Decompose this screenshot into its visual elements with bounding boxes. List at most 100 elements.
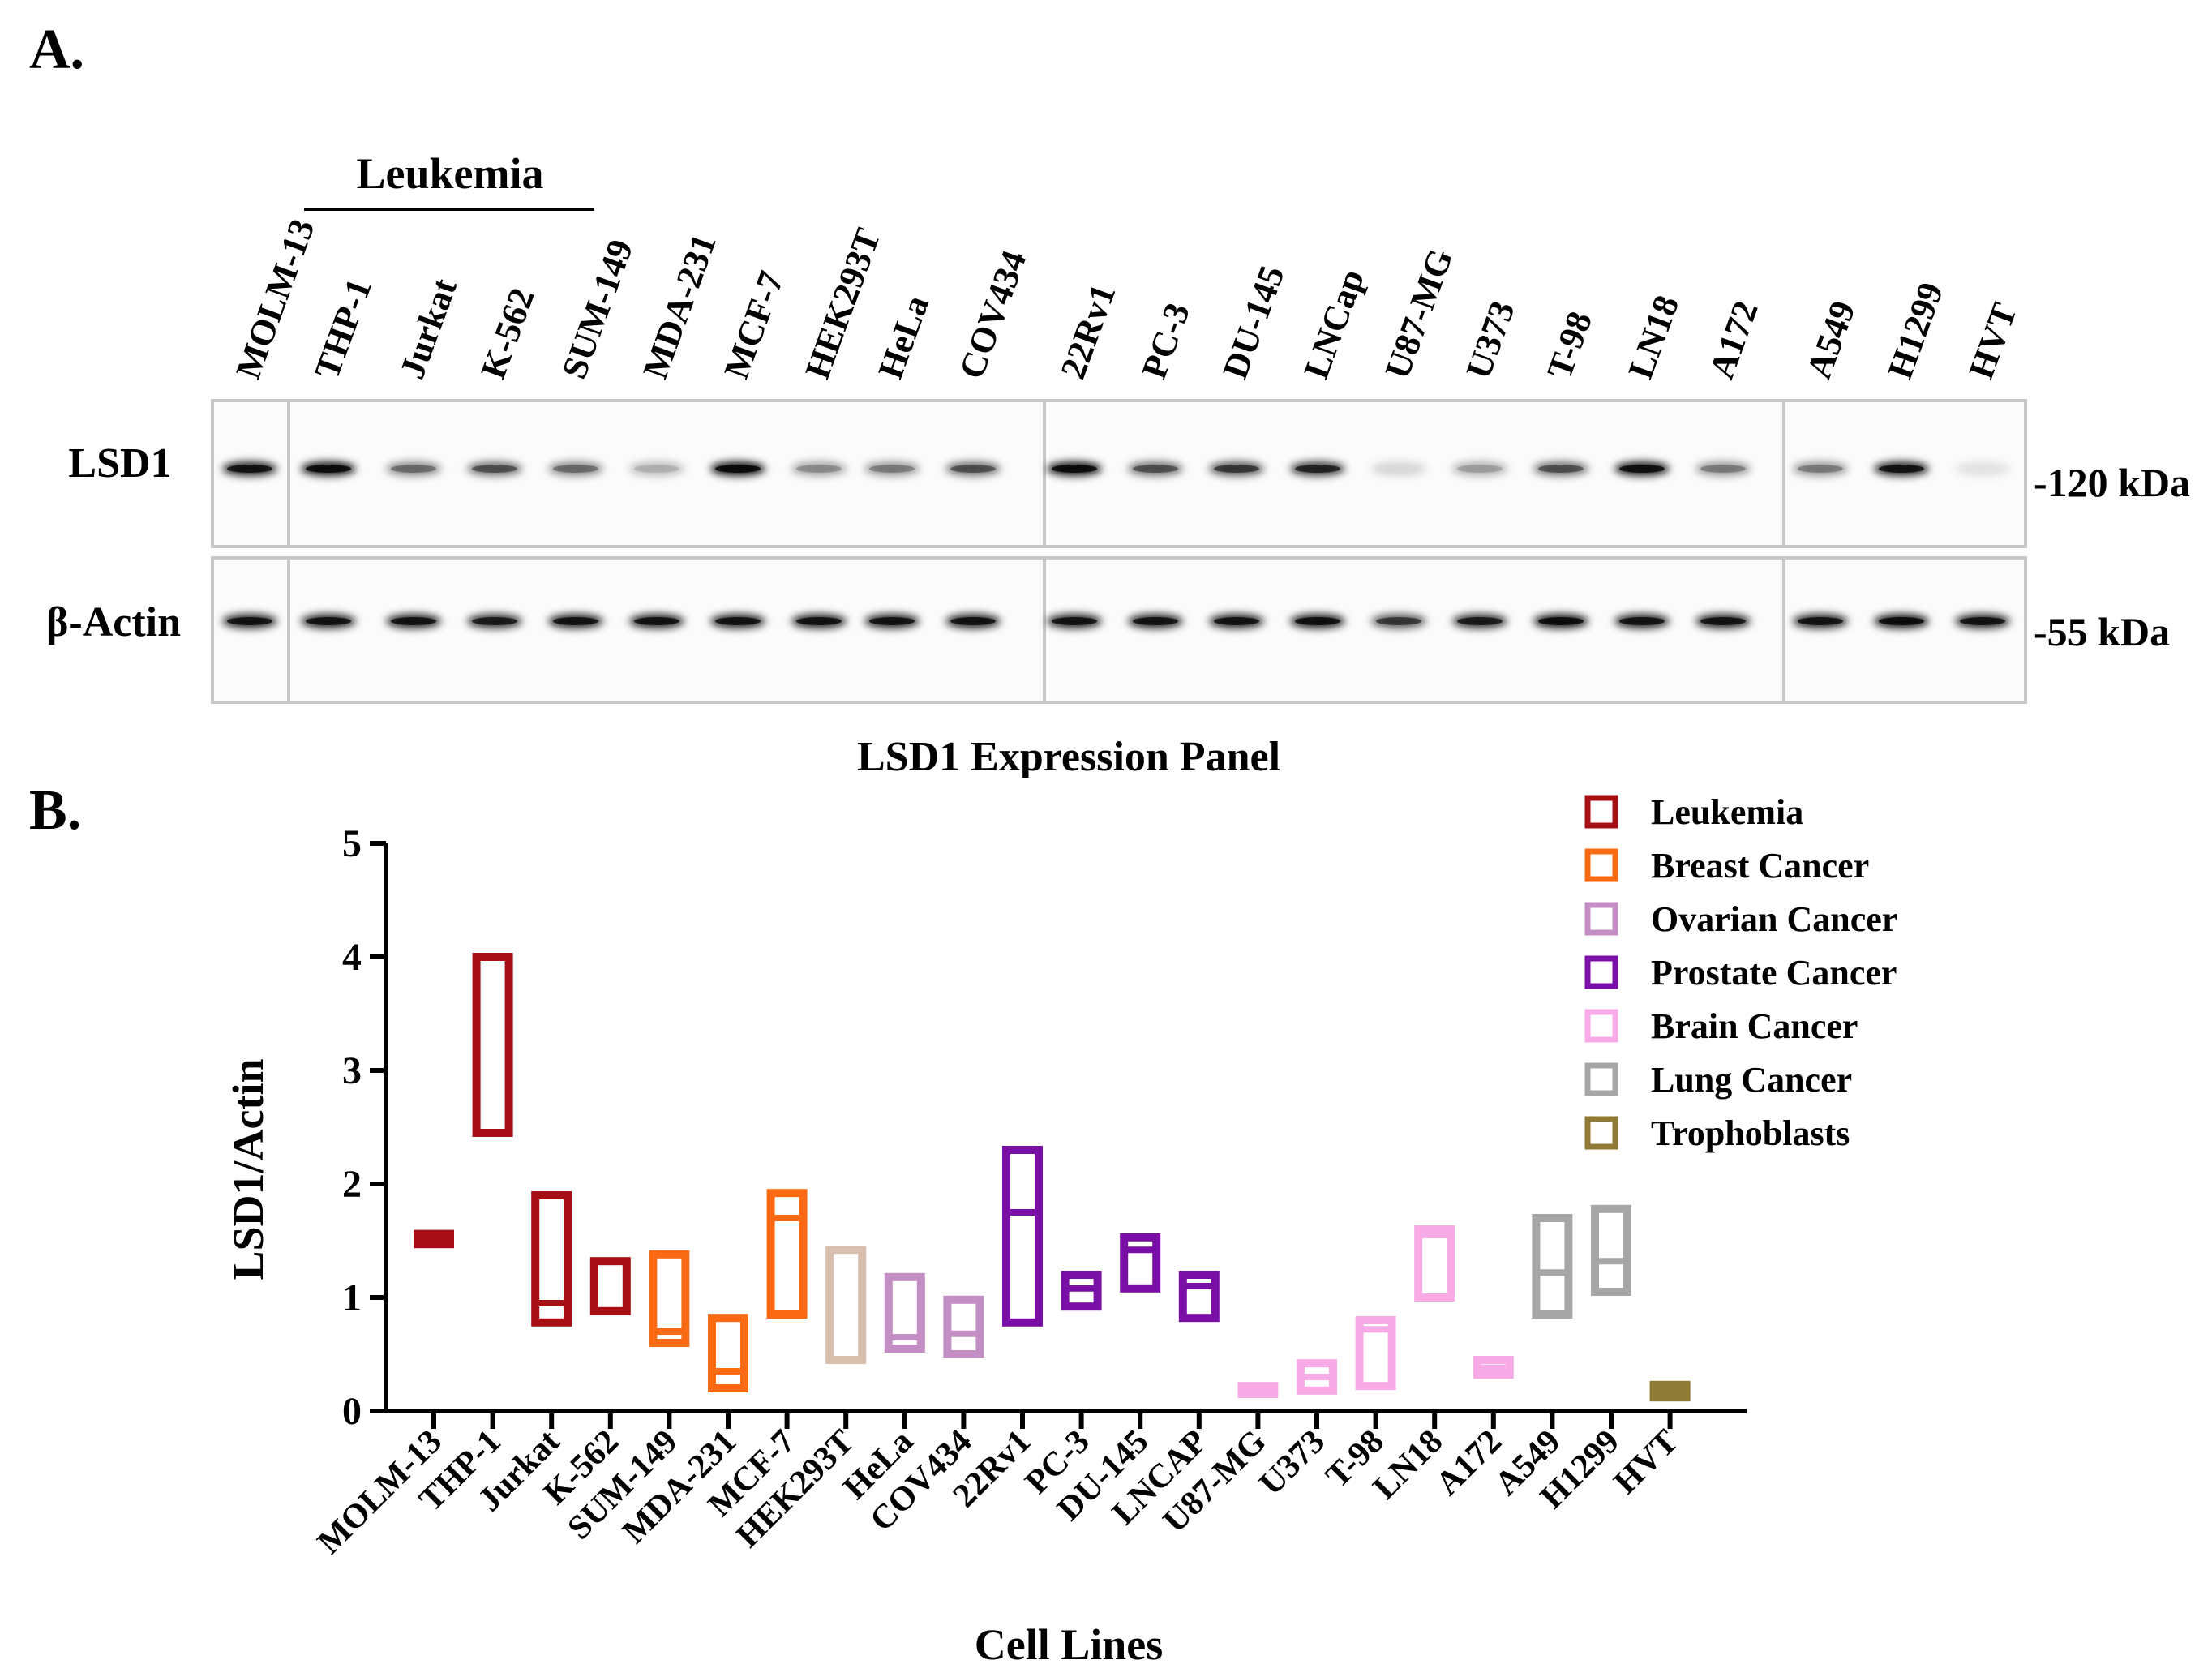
box-mcf-7 — [766, 1189, 808, 1319]
legend-swatch — [1584, 848, 1618, 882]
lsd1-band — [1793, 461, 1848, 476]
legend-swatch — [1584, 795, 1618, 829]
box-mda-231 — [708, 1314, 748, 1393]
box-cov434 — [943, 1295, 984, 1358]
lane-label: MDA-231 — [635, 229, 724, 384]
lane-label: Jurkat — [392, 273, 465, 384]
lane-label: COV434 — [951, 246, 1034, 384]
lsd1-band-core — [472, 465, 517, 473]
lsd1-band — [1452, 461, 1507, 476]
actin-band-core — [227, 617, 272, 625]
lsd1-band-core — [634, 465, 679, 473]
lsd1-band-core — [1376, 465, 1421, 473]
lsd1-band-core — [950, 465, 996, 473]
lane-label: LN18 — [1620, 290, 1687, 384]
actin-blot-frame — [211, 556, 2027, 704]
actin-band-core — [1538, 617, 1584, 625]
legend-swatch — [1584, 1116, 1618, 1150]
lsd1-band-core — [391, 465, 436, 473]
blot-caption: LSD1 Expression Panel — [857, 734, 1280, 778]
lane-label: THP-1 — [307, 273, 379, 384]
x-tick-label: A172 — [1429, 1423, 1509, 1503]
lane-label: H1299 — [1880, 277, 1951, 384]
y-tick-label: 4 — [342, 936, 362, 979]
lsd1-band — [629, 461, 684, 476]
actin-band-core — [1619, 617, 1665, 625]
lane-label: SUM-149 — [554, 234, 641, 384]
actin-band-core — [1798, 617, 1843, 625]
lsd1-band-core — [1879, 465, 1924, 473]
lane-label: MOLM-13 — [228, 214, 322, 384]
lane-label: U373 — [1458, 296, 1522, 384]
actin-row-label: β-Actin — [46, 599, 181, 645]
legend-swatch — [1584, 1062, 1618, 1096]
actin-band-core — [472, 617, 517, 625]
lane-label: K-562 — [473, 283, 542, 384]
y-tick-label: 1 — [342, 1276, 362, 1319]
panel-b-label: B. — [29, 779, 82, 842]
lsd1-band-core — [869, 465, 915, 473]
lane-label: A549 — [1798, 296, 1863, 384]
lane-label: A172 — [1701, 296, 1765, 384]
actin-band-core — [391, 617, 436, 625]
box-jurkat — [531, 1191, 572, 1327]
actin-band-core — [715, 617, 761, 625]
actin-band-core — [796, 617, 842, 625]
box-t-98 — [1355, 1316, 1396, 1391]
actin-band-core — [1133, 617, 1178, 625]
legend-label: Ovarian Cancer — [1651, 899, 1897, 939]
lsd1-band-core — [553, 465, 598, 473]
lsd1-band-core — [1960, 465, 2005, 473]
box-thp-1 — [472, 953, 513, 1137]
lsd1-marker-label: -120 kDa — [2034, 460, 2190, 505]
lane-label: LNCap — [1296, 264, 1372, 384]
y-tick-label: 5 — [342, 822, 362, 865]
y-tick-label: 0 — [342, 1390, 362, 1433]
lsd1-band — [467, 461, 522, 476]
y-axis-title: LSD1/Actin — [224, 1058, 272, 1280]
actin-band-core — [869, 617, 915, 625]
actin-marker-label: -55 kDa — [2034, 609, 2170, 654]
lsd1-band-core — [1619, 465, 1665, 473]
actin-band-core — [1457, 617, 1503, 625]
x-tick-label: U373 — [1253, 1423, 1333, 1503]
lsd1-band-core — [1700, 465, 1746, 473]
box-sum-149 — [649, 1250, 690, 1347]
legend-label: Lung Cancer — [1651, 1060, 1852, 1100]
lsd1-band — [386, 461, 441, 476]
x-tick-label: HVT — [1607, 1423, 1686, 1502]
lsd1-band-core — [1538, 465, 1584, 473]
y-tick-label: 2 — [342, 1163, 362, 1206]
box-22rv1 — [1002, 1146, 1043, 1327]
box-h1299 — [1591, 1204, 1631, 1296]
lsd1-band — [548, 461, 603, 476]
actin-band-core — [634, 617, 679, 625]
actin-band-core — [950, 617, 996, 625]
actin-band-core — [1960, 617, 2005, 625]
box-lncap — [1178, 1271, 1220, 1323]
actin-band-core — [1214, 617, 1259, 625]
lane-label: HeLa — [870, 290, 937, 384]
lane-label: DU-145 — [1215, 260, 1292, 384]
box-hek293t — [825, 1246, 867, 1365]
lane-label: PC-3 — [1134, 298, 1198, 384]
lsd1-band — [1371, 461, 1426, 476]
x-tick-label: LN18 — [1366, 1423, 1450, 1507]
actin-band-core — [553, 617, 598, 625]
box-a549 — [1532, 1214, 1573, 1319]
actin-band-core — [306, 617, 351, 625]
lane-label: 22Rv1 — [1052, 279, 1123, 384]
y-tick-label: 3 — [342, 1049, 362, 1092]
actin-band-core — [1376, 617, 1421, 625]
lsd1-band-core — [1214, 465, 1259, 473]
box-hela — [884, 1272, 925, 1353]
leukemia-group-label: Leukemia — [356, 149, 543, 198]
lsd1-row-label: LSD1 — [68, 440, 171, 487]
lsd1-band-core — [227, 465, 272, 473]
box-k-562 — [589, 1257, 631, 1315]
lsd1-band-core — [1295, 465, 1340, 473]
legend-swatch — [1584, 902, 1618, 936]
lsd1-band-core — [715, 465, 761, 473]
legend-label: Brain Cancer — [1651, 1006, 1858, 1046]
